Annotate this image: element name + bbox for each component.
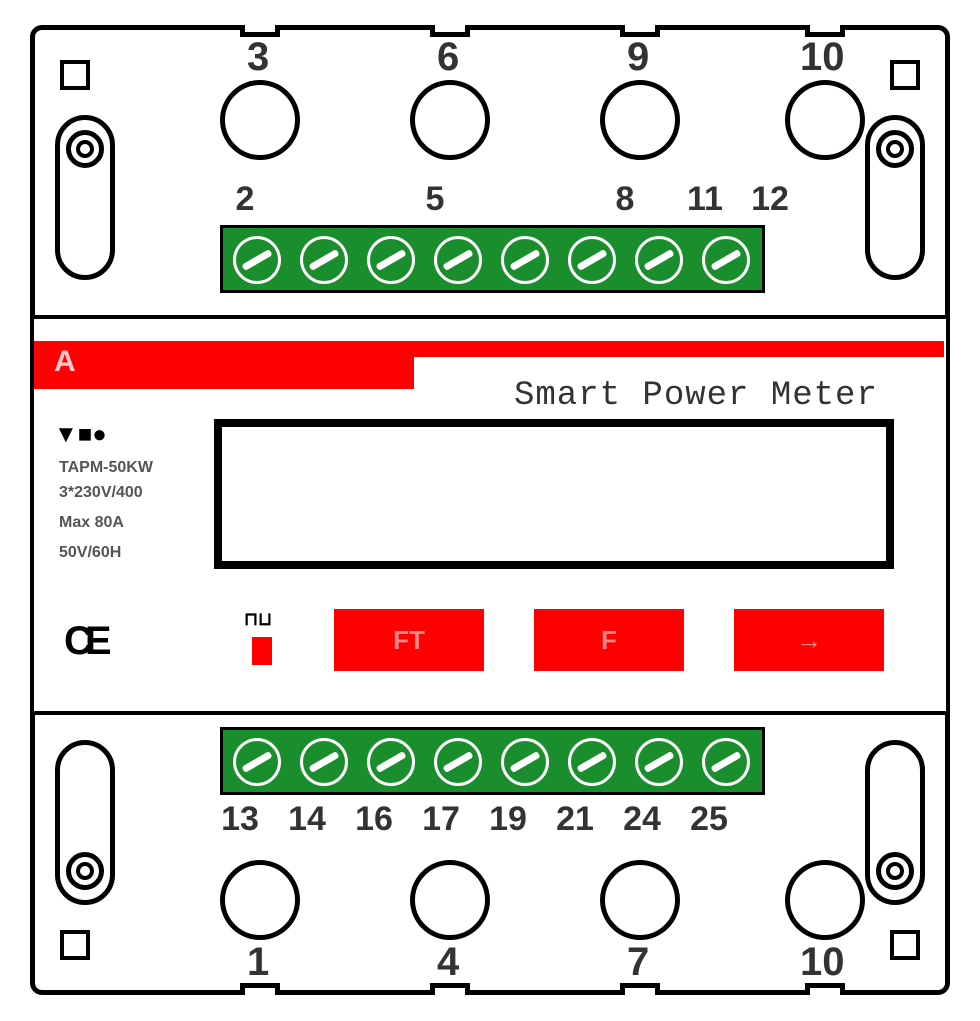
mounting-slot xyxy=(55,115,115,280)
pulse-led-icon xyxy=(252,637,272,665)
spec-line: 3*230V/400 xyxy=(59,484,143,502)
button-ft[interactable]: FT xyxy=(334,609,484,671)
brand-banner xyxy=(34,341,414,389)
terminal-port xyxy=(220,80,300,160)
terminal-label: 9 xyxy=(627,35,649,80)
certification-icons: ▼■● xyxy=(54,421,107,449)
terminal-block-bottom xyxy=(220,727,765,795)
terminal-port xyxy=(410,860,490,940)
corner-marker xyxy=(60,930,90,960)
terminal-label: 10 xyxy=(800,940,845,985)
button-f[interactable]: F xyxy=(534,609,684,671)
face-panel: A Smart Power Meter ▼■● TAPM-50KW 3*230V… xyxy=(30,315,950,715)
brand-banner-stripe xyxy=(414,341,944,357)
spec-line: TAPM-50KW xyxy=(59,459,153,477)
corner-marker xyxy=(60,60,90,90)
product-title: Smart Power Meter xyxy=(514,377,878,415)
terminal-port xyxy=(785,80,865,160)
terminal-block-top xyxy=(220,225,765,293)
ce-mark-icon: CE xyxy=(64,619,104,664)
button-arrow[interactable]: → xyxy=(734,609,884,671)
terminal-label: 1 xyxy=(247,940,269,985)
brand-text: A xyxy=(54,345,76,379)
mounting-slot xyxy=(55,740,115,905)
terminal-label: 4 xyxy=(437,940,459,985)
terminal-label: 7 xyxy=(627,940,649,985)
terminal-port xyxy=(785,860,865,940)
terminal-port xyxy=(220,860,300,940)
pulse-icon: ⊓⊔ xyxy=(244,609,272,630)
terminal-port xyxy=(600,80,680,160)
terminal-label: 10 xyxy=(800,35,845,80)
terminal-port xyxy=(410,80,490,160)
small-terminal-labels-bottom: 13 14 16 17 19 21 24 25 xyxy=(215,800,765,840)
meter-enclosure: 3 6 9 10 1 4 7 10 2 5 8 11 12 xyxy=(30,25,950,995)
corner-marker xyxy=(890,930,920,960)
lcd-display xyxy=(214,419,894,569)
mounting-slot xyxy=(865,115,925,280)
spec-line: 50V/60H xyxy=(59,544,121,562)
mounting-slot xyxy=(865,740,925,905)
spec-line: Max 80A xyxy=(59,514,124,532)
terminal-port xyxy=(600,860,680,940)
terminal-label: 3 xyxy=(247,35,269,80)
terminal-label: 6 xyxy=(437,35,459,80)
corner-marker xyxy=(890,60,920,90)
